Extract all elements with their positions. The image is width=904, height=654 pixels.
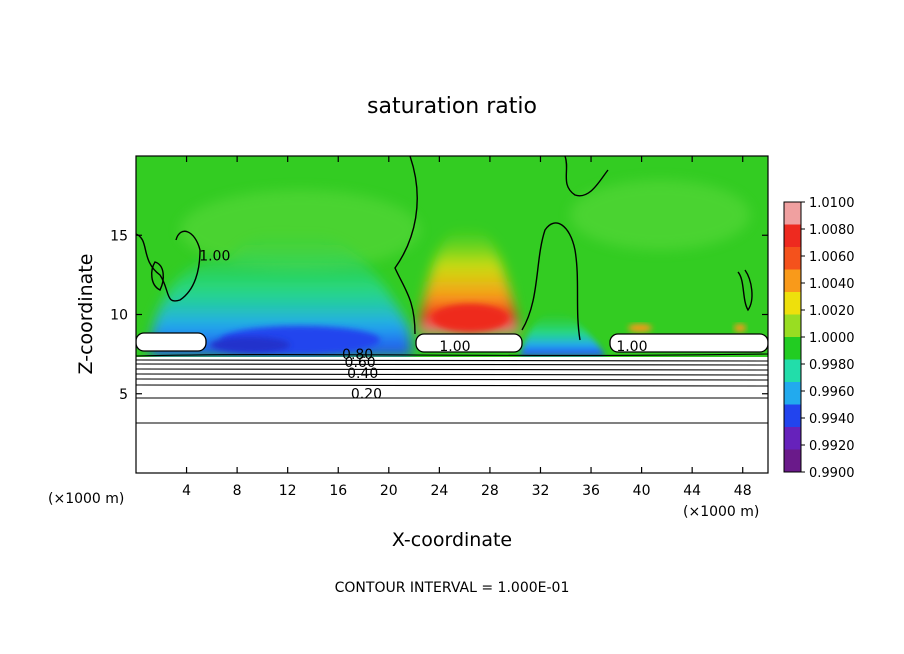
y-tick-label: 15 [110,228,128,244]
x-tick-label: 36 [582,483,600,499]
contour-labels: 1.00 0.800.600.40 0.20 1.00 1.00 [199,249,647,403]
contour-label: 0.60 [345,355,376,371]
chart-title: saturation ratio [367,94,537,119]
colorbar-swatch [784,359,801,383]
x-tick-label: 48 [734,483,752,499]
x-axis-label: X-coordinate [392,529,512,551]
contour-label: 1.00 [616,339,647,355]
colorbar-label: 0.9920 [809,439,855,454]
colorbar-swatch [784,404,801,428]
colorbar-label: 0.9980 [809,358,855,373]
contour-interval-note: CONTOUR INTERVAL = 1.000E-01 [335,580,570,596]
colorbar-label: 1.0080 [809,223,855,238]
x-tick-label: 28 [481,483,499,499]
x-tick-label: 4 [182,483,191,499]
z-unit-label: (×1000 m) [48,491,124,507]
colorbar-swatch [784,292,801,315]
colorbar-label: 1.0000 [809,331,855,346]
contour-label: 1.00 [199,249,230,265]
colorbar-swatch [784,224,801,248]
colorbar-swatch [784,247,801,270]
y-tick-label: 10 [110,308,128,324]
heatmap-field [136,156,768,473]
x-tick-label: 44 [683,483,701,499]
colorbar-swatch [784,337,801,360]
colorbar-swatch [784,314,801,338]
x-tick-label: 32 [532,483,550,499]
x-unit-label: (×1000 m) [683,504,759,520]
x-tick-label: 8 [233,483,242,499]
colorbar-label: 1.0020 [809,304,855,319]
colorbar-label: 1.0040 [809,277,855,292]
x-tick-label: 40 [633,483,651,499]
contour-label: 0.80 [342,347,373,363]
x-tick-label: 24 [430,483,448,499]
colorbar-label: 0.9960 [809,385,855,400]
colorbar: 1.0100 1.0080 1.0060 1.0040 1.0020 1.0000 0.99… [783,196,855,481]
x-tick-label: 16 [329,483,347,499]
colorbar-swatch [784,202,801,225]
colorbar-swatch [784,382,801,405]
colorbar-label: 1.0100 [809,196,855,211]
contour-label: 0.20 [351,387,382,403]
x-tick-label: 12 [279,483,297,499]
colorbar-label: 0.9900 [809,466,855,481]
colorbar-swatch [784,427,801,450]
colorbar-swatch [784,269,801,293]
y-axis-label: Z-coordinate [75,254,97,375]
colorbar-label: 0.9940 [809,412,855,427]
y-tick-label: 5 [119,387,128,403]
x-tick-label: 20 [380,483,398,499]
contour-label: 1.00 [439,339,470,355]
colorbar-swatch [784,449,801,473]
colorbar-label: 1.0060 [809,250,855,265]
contour-label: 0.40 [347,366,378,382]
